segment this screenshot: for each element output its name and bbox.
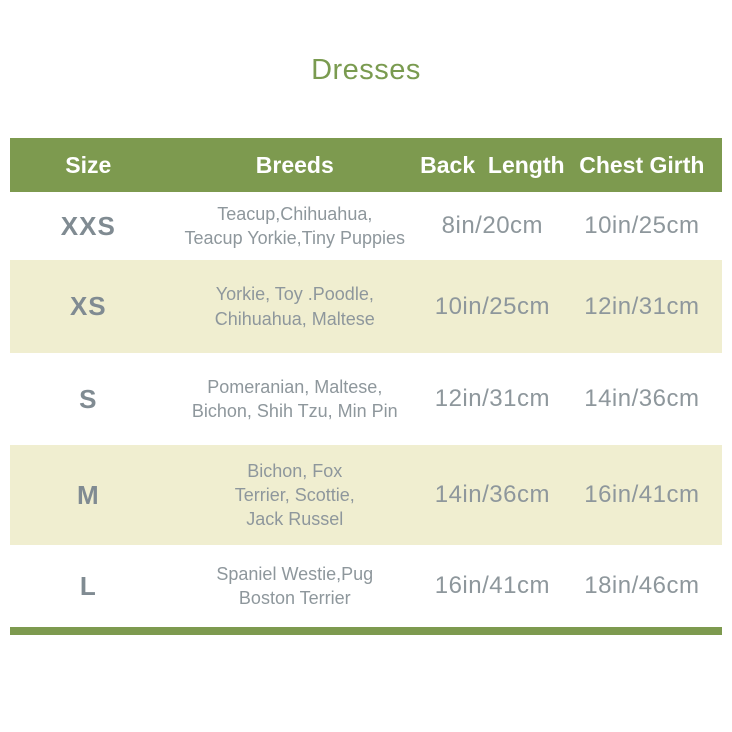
back-length-cell: 14in/36cm bbox=[434, 481, 550, 508]
column-header-back-length: Back Length bbox=[420, 151, 565, 178]
breeds-cell: Pomeranian, Maltese, Bichon, Shih Tzu, Mi… bbox=[167, 353, 423, 445]
size-cell-s: S bbox=[79, 383, 98, 414]
table-row-l: L Spaniel Westie,Pug Boston Terrier 16in/41… bbox=[10, 545, 722, 627]
page-title: Dresses bbox=[311, 54, 421, 86]
chest-girth-cell: 12in/31cm bbox=[584, 292, 700, 320]
table-row-s: S Pomeranian, Maltese, Bichon, Shih Tzu, M… bbox=[10, 353, 722, 445]
table-header-row: Size Breeds Back Length Chest Girth bbox=[10, 138, 722, 192]
table-row-m: M Bichon, Fox Terrier, Scottie, Jack Russel… bbox=[10, 445, 722, 545]
column-header-breeds: Breeds bbox=[255, 151, 334, 178]
breeds-cell: Bichon, Fox Terrier, Scottie, Jack Russel bbox=[167, 445, 423, 545]
breeds-cell: Yorkie, Toy .Poodle, Chihuahua, Maltese bbox=[167, 260, 423, 353]
breeds-line: Terrier, Scottie, bbox=[234, 484, 355, 505]
breeds-line: Jack Russel bbox=[246, 509, 344, 530]
breeds-line: Boston Terrier bbox=[238, 588, 351, 608]
breeds-line: Spaniel Westie,Pug bbox=[216, 563, 374, 584]
breeds-line: Bichon, Fox bbox=[247, 460, 343, 481]
back-length-cell: 8in/20cm bbox=[441, 212, 544, 239]
back-length-cell: 12in/31cm bbox=[434, 385, 550, 412]
size-cell-m: M bbox=[76, 479, 100, 510]
size-cell-xxs: XXS bbox=[60, 210, 116, 241]
breeds-cell: Teacup,Chihuahua, Teacup Yorkie,Tiny Pupp… bbox=[167, 192, 423, 260]
chest-girth-cell: 14in/36cm bbox=[584, 385, 700, 412]
breeds-line: Teacup,Chihuahua, bbox=[217, 203, 373, 224]
size-cell-l: L bbox=[79, 570, 97, 601]
chest-girth-cell: 10in/25cm bbox=[584, 212, 700, 239]
chest-girth-cell: 18in/46cm bbox=[584, 572, 700, 599]
table-body: XXS Teacup,Chihuahua, Teacup Yorkie,Tiny P… bbox=[10, 192, 722, 627]
chest-girth-cell: 16in/41cm bbox=[584, 481, 700, 508]
back-length-cell: 10in/25cm bbox=[434, 292, 550, 320]
column-header-size: Size bbox=[65, 151, 112, 178]
breeds-line: Teacup Yorkie,Tiny Puppies bbox=[184, 228, 406, 248]
table-row-xs: XS Yorkie, Toy .Poodle, Chihuahua, Maltese… bbox=[10, 260, 722, 353]
table-bottom-bar bbox=[10, 627, 722, 635]
breeds-line: Chihuahua, Maltese bbox=[214, 308, 375, 329]
breeds-line: Bichon, Shih Tzu, Min Pin bbox=[191, 401, 398, 421]
size-table: Size Breeds Back Length Chest Girth XXS T… bbox=[10, 138, 722, 635]
column-header-chest-girth: Chest Girth bbox=[579, 151, 705, 178]
breeds-cell: Spaniel Westie,Pug Boston Terrier bbox=[167, 545, 423, 627]
breeds-line: Yorkie, Toy .Poodle, bbox=[215, 284, 374, 305]
size-cell-xs: XS bbox=[69, 291, 107, 321]
back-length-cell: 16in/41cm bbox=[434, 572, 550, 599]
breeds-line: Pomeranian, Maltese, bbox=[207, 376, 383, 397]
table-row-xxs: XXS Teacup,Chihuahua, Teacup Yorkie,Tiny P… bbox=[10, 192, 722, 260]
